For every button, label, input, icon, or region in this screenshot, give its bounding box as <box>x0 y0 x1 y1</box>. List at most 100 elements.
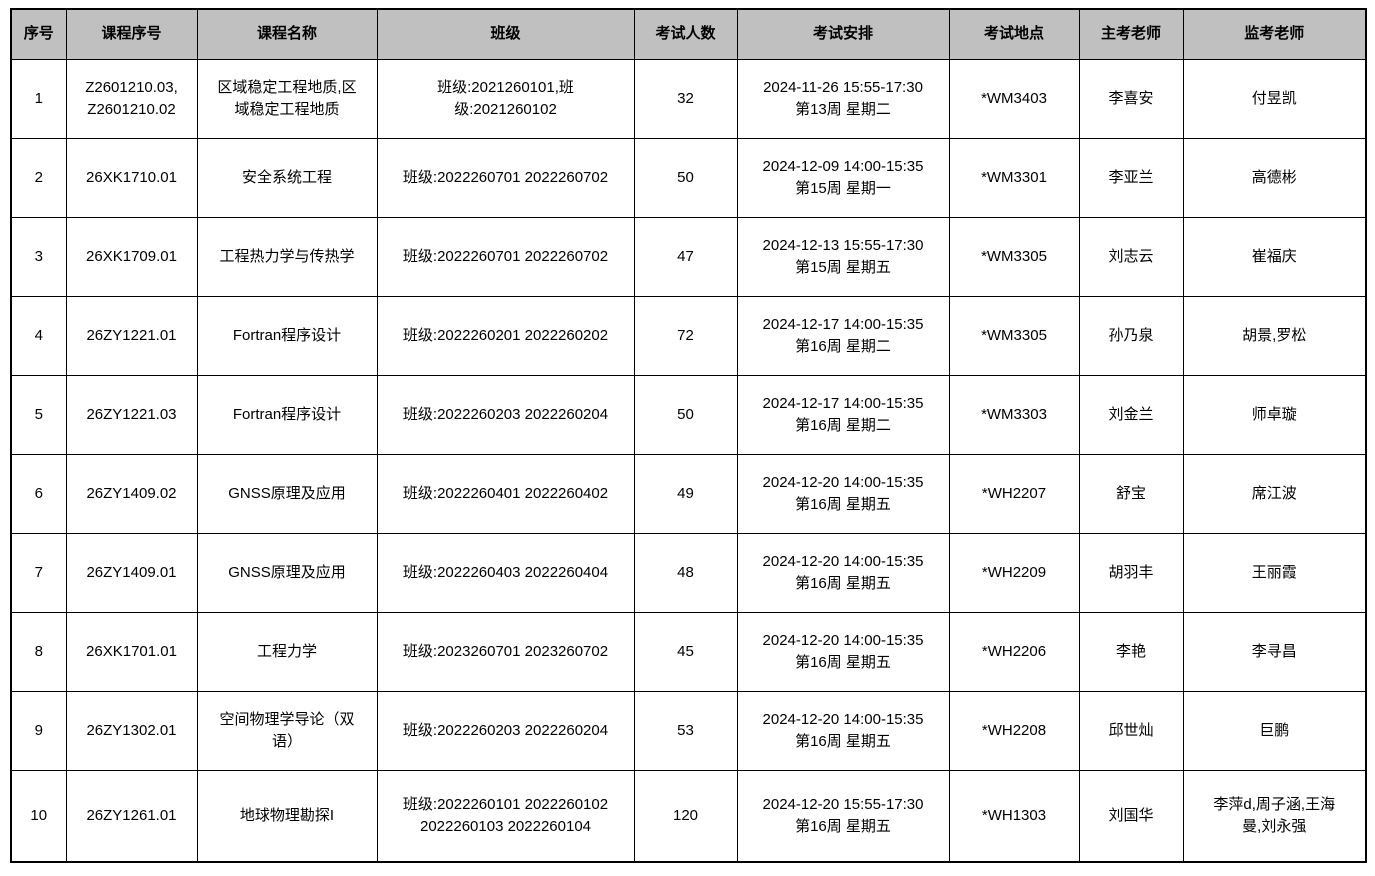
table-header-row: 序号 课程序号 课程名称 班级 考试人数 考试安排 考试地点 主考老师 监考老师 <box>10 8 1367 60</box>
column-header-proctor_teacher: 监考老师 <box>1182 8 1367 60</box>
cell-course_code: 26XK1710.01 <box>65 137 198 218</box>
table-row: 2 26XK1710.01 安全系统工程 班级:2022260701 20222607… <box>10 137 1367 218</box>
table-row: 9 26ZY1302.01 空间物理学导论（双 语） 班级:2022260203 20… <box>10 690 1367 771</box>
cell-classes: 班级:2022260701 2022260702 <box>376 216 635 297</box>
cell-exam_count: 72 <box>633 295 738 376</box>
cell-index: 2 <box>10 137 67 218</box>
cell-classes: 班级:2023260701 2023260702 <box>376 611 635 692</box>
cell-course_name: 安全系统工程 <box>196 137 378 218</box>
cell-course_code: 26ZY1221.01 <box>65 295 198 376</box>
column-header-exam_location: 考试地点 <box>948 8 1080 60</box>
column-header-exam_count: 考试人数 <box>633 8 738 60</box>
cell-exam_count: 50 <box>633 374 738 455</box>
table-row: 1 Z2601210.03, Z2601210.02 区域稳定工程地质,区 域稳定工… <box>10 58 1367 139</box>
exam-schedule-table-container: 序号 课程序号 课程名称 班级 考试人数 考试安排 考试地点 主考老师 监考老师 1 Z26012… <box>10 8 1367 863</box>
cell-exam_schedule: 2024-12-13 15:55-17:30 第15周 星期五 <box>736 216 950 297</box>
cell-course_name: Fortran程序设计 <box>196 295 378 376</box>
cell-exam_schedule: 2024-12-20 14:00-15:35 第16周 星期五 <box>736 611 950 692</box>
cell-course_code: 26ZY1409.02 <box>65 453 198 534</box>
cell-course_name: 区域稳定工程地质,区 域稳定工程地质 <box>196 58 378 139</box>
cell-exam_schedule: 2024-12-20 14:00-15:35 第16周 星期五 <box>736 453 950 534</box>
cell-index: 1 <box>10 58 67 139</box>
cell-proctor_teacher: 李寻昌 <box>1182 611 1367 692</box>
cell-proctor_teacher: 师卓璇 <box>1182 374 1367 455</box>
cell-chief_teacher: 李亚兰 <box>1078 137 1184 218</box>
cell-exam_location: *WM3303 <box>948 374 1080 455</box>
exam-schedule-table: 序号 课程序号 课程名称 班级 考试人数 考试安排 考试地点 主考老师 监考老师 1 Z26012… <box>10 8 1367 863</box>
cell-classes: 班级:2022260701 2022260702 <box>376 137 635 218</box>
cell-index: 3 <box>10 216 67 297</box>
column-header-course_code: 课程序号 <box>65 8 198 60</box>
cell-proctor_teacher: 李萍d,周子涵,王海 曼,刘永强 <box>1182 769 1367 863</box>
cell-chief_teacher: 李艳 <box>1078 611 1184 692</box>
cell-course_code: Z2601210.03, Z2601210.02 <box>65 58 198 139</box>
cell-course_name: Fortran程序设计 <box>196 374 378 455</box>
cell-course_code: 26XK1709.01 <box>65 216 198 297</box>
table-row: 10 26ZY1261.01 地球物理勘探I 班级:2022260101 202226… <box>10 769 1367 863</box>
cell-course_name: 工程热力学与传热学 <box>196 216 378 297</box>
cell-index: 6 <box>10 453 67 534</box>
cell-proctor_teacher: 付昱凯 <box>1182 58 1367 139</box>
cell-index: 10 <box>10 769 67 863</box>
cell-chief_teacher: 舒宝 <box>1078 453 1184 534</box>
cell-chief_teacher: 胡羽丰 <box>1078 532 1184 613</box>
cell-chief_teacher: 李喜安 <box>1078 58 1184 139</box>
cell-exam_schedule: 2024-11-26 15:55-17:30 第13周 星期二 <box>736 58 950 139</box>
table-row: 5 26ZY1221.03 Fortran程序设计 班级:2022260203 202… <box>10 374 1367 455</box>
cell-course_name: 工程力学 <box>196 611 378 692</box>
cell-exam_schedule: 2024-12-20 14:00-15:35 第16周 星期五 <box>736 690 950 771</box>
cell-course_name: 地球物理勘探I <box>196 769 378 863</box>
cell-exam_location: *WM3305 <box>948 216 1080 297</box>
cell-course_name: GNSS原理及应用 <box>196 532 378 613</box>
cell-chief_teacher: 孙乃泉 <box>1078 295 1184 376</box>
cell-chief_teacher: 刘金兰 <box>1078 374 1184 455</box>
cell-index: 5 <box>10 374 67 455</box>
cell-chief_teacher: 刘国华 <box>1078 769 1184 863</box>
cell-index: 4 <box>10 295 67 376</box>
cell-proctor_teacher: 高德彬 <box>1182 137 1367 218</box>
cell-exam_location: *WH2206 <box>948 611 1080 692</box>
cell-exam_location: *WH2208 <box>948 690 1080 771</box>
cell-exam_count: 45 <box>633 611 738 692</box>
table-row: 7 26ZY1409.01 GNSS原理及应用 班级:2022260403 20222… <box>10 532 1367 613</box>
cell-course_code: 26ZY1261.01 <box>65 769 198 863</box>
column-header-index: 序号 <box>10 8 67 60</box>
cell-course_code: 26XK1701.01 <box>65 611 198 692</box>
cell-exam_schedule: 2024-12-17 14:00-15:35 第16周 星期二 <box>736 374 950 455</box>
cell-proctor_teacher: 王丽霞 <box>1182 532 1367 613</box>
cell-exam_count: 53 <box>633 690 738 771</box>
cell-exam_schedule: 2024-12-20 14:00-15:35 第16周 星期五 <box>736 532 950 613</box>
cell-classes: 班级:2022260203 2022260204 <box>376 374 635 455</box>
cell-exam_location: *WH2207 <box>948 453 1080 534</box>
cell-proctor_teacher: 胡景,罗松 <box>1182 295 1367 376</box>
cell-course_name: GNSS原理及应用 <box>196 453 378 534</box>
cell-exam_location: *WH1303 <box>948 769 1080 863</box>
cell-exam_location: *WH2209 <box>948 532 1080 613</box>
table-row: 6 26ZY1409.02 GNSS原理及应用 班级:2022260401 20222… <box>10 453 1367 534</box>
cell-exam_count: 50 <box>633 137 738 218</box>
cell-classes: 班级:2022260403 2022260404 <box>376 532 635 613</box>
column-header-course_name: 课程名称 <box>196 8 378 60</box>
cell-exam_schedule: 2024-12-17 14:00-15:35 第16周 星期二 <box>736 295 950 376</box>
cell-exam_location: *WM3403 <box>948 58 1080 139</box>
cell-chief_teacher: 邱世灿 <box>1078 690 1184 771</box>
table-row: 4 26ZY1221.01 Fortran程序设计 班级:2022260201 202… <box>10 295 1367 376</box>
cell-exam_schedule: 2024-12-09 14:00-15:35 第15周 星期一 <box>736 137 950 218</box>
cell-exam_count: 32 <box>633 58 738 139</box>
column-header-chief_teacher: 主考老师 <box>1078 8 1184 60</box>
cell-course_code: 26ZY1302.01 <box>65 690 198 771</box>
cell-index: 9 <box>10 690 67 771</box>
cell-index: 7 <box>10 532 67 613</box>
cell-exam_count: 49 <box>633 453 738 534</box>
cell-classes: 班级:2022260201 2022260202 <box>376 295 635 376</box>
cell-classes: 班级:2022260101 2022260102 2022260103 2022… <box>376 769 635 863</box>
cell-exam_location: *WM3305 <box>948 295 1080 376</box>
cell-course_name: 空间物理学导论（双 语） <box>196 690 378 771</box>
cell-proctor_teacher: 崔福庆 <box>1182 216 1367 297</box>
cell-course_code: 26ZY1221.03 <box>65 374 198 455</box>
cell-chief_teacher: 刘志云 <box>1078 216 1184 297</box>
cell-exam_schedule: 2024-12-20 15:55-17:30 第16周 星期五 <box>736 769 950 863</box>
cell-proctor_teacher: 席江波 <box>1182 453 1367 534</box>
cell-course_code: 26ZY1409.01 <box>65 532 198 613</box>
